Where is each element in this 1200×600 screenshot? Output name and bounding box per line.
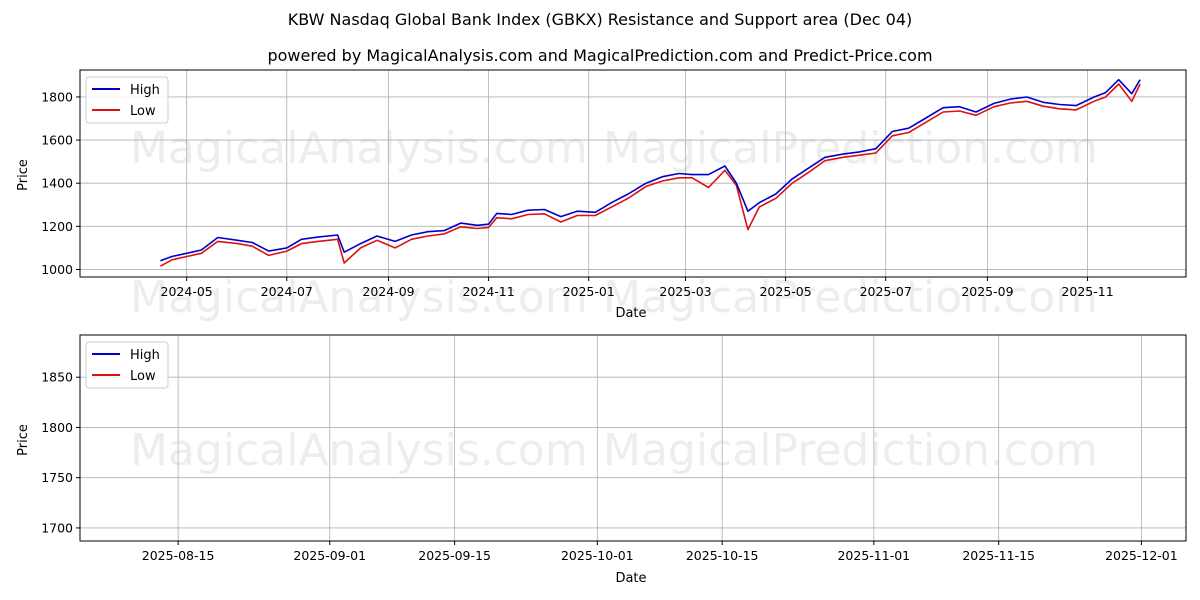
- watermark-left-bottom: MagicalAnalysis.com: [130, 425, 588, 476]
- bottom-grid: [80, 335, 1186, 541]
- watermark-right-bottom: MagicalPrediction.com: [603, 425, 1098, 476]
- x-tick-label: 2025-05: [759, 284, 811, 299]
- x-tick-label: 2024-11: [462, 284, 514, 299]
- x-tick-label: 2025-11: [1061, 284, 1113, 299]
- series-low-line: [160, 83, 1141, 267]
- legend-low-label: Low: [130, 104, 156, 119]
- y-tick-label: 1850: [41, 370, 73, 385]
- x-tick-label: 2025-09-01: [293, 548, 366, 563]
- x-tick-label: 2025-07: [860, 284, 912, 299]
- top-y-axis-label: Price: [16, 159, 31, 191]
- watermark-left-lower: MagicalAnalysis.com: [130, 272, 588, 323]
- legend-high-label: High: [130, 348, 160, 363]
- x-tick-label: 2025-08-15: [142, 548, 215, 563]
- x-tick-label: 2025-01: [563, 284, 615, 299]
- bottom-chart: MagicalAnalysis.com MagicalPrediction.co…: [16, 334, 1187, 586]
- top-lines: [160, 78, 1141, 267]
- y-tick-label: 1750: [41, 470, 73, 485]
- x-tick-label: 2025-03: [659, 284, 711, 299]
- x-tick-label: 2025-11-15: [962, 548, 1035, 563]
- y-tick-label: 1800: [41, 89, 73, 104]
- bottom-y-axis-label: Price: [16, 424, 31, 456]
- series-high-line: [160, 78, 1141, 262]
- bottom-axes-frame: [79, 334, 1187, 542]
- y-tick-label: 1800: [41, 420, 73, 435]
- watermark-left: MagicalAnalysis.com: [130, 123, 588, 174]
- x-tick-label: 2025-09-15: [418, 548, 491, 563]
- y-tick-label: 1400: [41, 176, 73, 191]
- top-x-axis-label: Date: [615, 306, 646, 321]
- x-tick-label: 2025-11-01: [837, 548, 910, 563]
- y-tick-label: 1200: [41, 219, 73, 234]
- x-tick-label: 2024-09: [362, 284, 414, 299]
- y-tick-label: 1000: [41, 262, 73, 277]
- x-tick-label: 2024-07: [261, 284, 313, 299]
- chart-subtitle: powered by MagicalAnalysis.com and Magic…: [267, 46, 933, 65]
- top-legend: High Low: [85, 76, 169, 124]
- y-tick-label: 1600: [41, 133, 73, 148]
- y-tick-label: 1700: [41, 520, 73, 535]
- top-axes-frame: [79, 69, 1187, 278]
- watermark-right: MagicalPrediction.com: [603, 123, 1098, 174]
- x-tick-label: 2025-12-01: [1105, 548, 1178, 563]
- top-chart: MagicalAnalysis.com MagicalPrediction.co…: [16, 69, 1187, 323]
- bottom-legend: High Low: [85, 341, 169, 389]
- legend-high-label: High: [130, 83, 160, 98]
- legend-low-label: Low: [130, 369, 156, 384]
- chart-title: KBW Nasdaq Global Bank Index (GBKX) Resi…: [287, 10, 913, 29]
- x-tick-label: 2025-10-01: [561, 548, 634, 563]
- bottom-x-axis-label: Date: [615, 571, 646, 586]
- x-tick-label: 2024-05: [161, 284, 213, 299]
- top-ticks: 1000 1200 1400 1600 1800 2024-05 2024-07 2024-0…: [41, 89, 1113, 299]
- x-tick-label: 2025-10-15: [686, 548, 759, 563]
- top-grid: [80, 70, 1186, 277]
- bottom-ticks: 1700 1750 1800 1850 2025-08-15 2025-09-01 2025…: [41, 370, 1178, 563]
- x-tick-label: 2025-09: [961, 284, 1013, 299]
